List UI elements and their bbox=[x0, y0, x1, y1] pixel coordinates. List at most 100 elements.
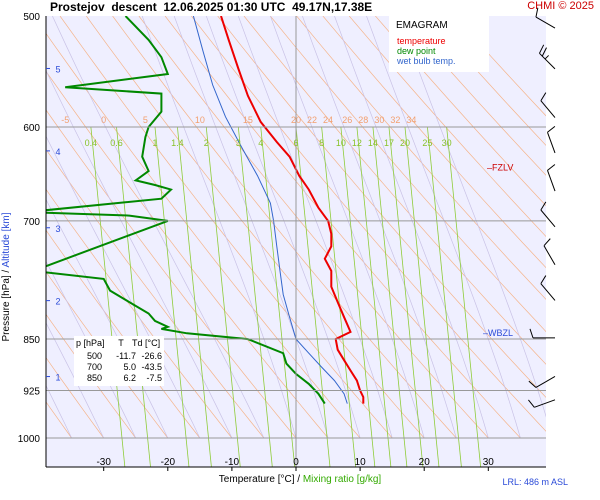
wind-barb-flag bbox=[541, 47, 547, 57]
wind-barb-staff bbox=[540, 283, 556, 301]
dry-adiabat bbox=[46, 109, 297, 439]
dew-point-line bbox=[46, 16, 326, 405]
copyright: CHMI © 2025 bbox=[527, 0, 594, 12]
mixing-ratio-label: 2 bbox=[204, 138, 209, 148]
dry-adiabat bbox=[348, 16, 546, 237]
pressure-tick-label: 925 bbox=[23, 387, 40, 398]
mixing-ratio-label: 0.6 bbox=[110, 138, 123, 148]
moist-adiabat bbox=[334, 16, 489, 439]
wet-bulb-line bbox=[192, 16, 348, 404]
x-tick-label: -20 bbox=[161, 457, 176, 468]
table-header: p [hPa] bbox=[76, 338, 105, 348]
mixing-ratio-label: 25 bbox=[422, 138, 432, 148]
table-cell: 500 bbox=[86, 351, 102, 361]
moist-adiabat bbox=[398, 16, 546, 418]
x-tick-label: 0 bbox=[293, 457, 299, 468]
table-row: 700 5.0 -43.5 bbox=[74, 362, 164, 373]
altitude-tick-label: 5 bbox=[55, 64, 60, 74]
mixing-ratio-line bbox=[321, 126, 357, 467]
wind-barb-staff bbox=[543, 245, 556, 266]
wind-barb-staff bbox=[534, 399, 556, 408]
chart-title: Prostejov descent 12.06.2025 01:30 UTC 4… bbox=[50, 0, 373, 14]
dry-adiabat-label: 22 bbox=[307, 115, 317, 125]
mixing-ratio-label: 1.4 bbox=[171, 138, 184, 148]
dry-adiabat bbox=[454, 16, 546, 117]
mixing-ratio-label: 12 bbox=[352, 138, 362, 148]
mixing-ratio-line bbox=[90, 126, 126, 467]
dry-adiabat bbox=[375, 16, 546, 207]
wind-barb bbox=[547, 164, 556, 192]
mixing-ratio-line bbox=[177, 126, 212, 467]
wind-barb bbox=[540, 275, 556, 301]
plot-layer bbox=[46, 16, 546, 467]
y-axis-label: Pressure [hPa] / Altitude [km] bbox=[1, 177, 15, 377]
dry-adiabat bbox=[46, 32, 361, 439]
mixing-ratio-label: 14 bbox=[368, 138, 378, 148]
mixing-ratio-label: 4 bbox=[258, 138, 263, 148]
x-axis-label-temperature: Temperature [°C] / bbox=[218, 474, 301, 485]
fzlv-label: –FZLV bbox=[487, 162, 513, 172]
legend-wet-bulb: wet bulb temp. bbox=[397, 56, 456, 66]
legend-title: EMAGRAM bbox=[396, 20, 448, 31]
dry-adiabat-label: 5 bbox=[143, 115, 148, 125]
pressure-tick-label: 700 bbox=[23, 217, 40, 228]
mixing-ratio-label: 30 bbox=[442, 138, 452, 148]
mixing-ratio-label: 17 bbox=[384, 138, 394, 148]
x-tick-label: 10 bbox=[355, 457, 367, 468]
y-axis-label-pressure: Pressure [hPa] / bbox=[1, 269, 12, 342]
dry-adiabat bbox=[59, 16, 393, 439]
wind-barb-flag bbox=[535, 7, 539, 18]
mixing-ratio-label: 0.4 bbox=[85, 138, 98, 148]
table-header: T bbox=[118, 338, 124, 348]
dry-adiabat bbox=[46, 148, 265, 439]
moist-adiabat bbox=[270, 16, 425, 439]
dry-adiabat bbox=[86, 16, 425, 439]
dry-adiabat bbox=[46, 357, 104, 439]
wind-barb bbox=[540, 201, 556, 228]
wind-barb bbox=[529, 328, 555, 339]
moist-adiabat bbox=[52, 16, 265, 439]
wind-barb bbox=[547, 126, 556, 154]
moist-adiabat bbox=[46, 69, 233, 439]
dry-adiabat bbox=[112, 16, 457, 439]
mixing-ratio-line bbox=[154, 126, 190, 467]
x-tick-label: -30 bbox=[96, 457, 111, 468]
pressure-tick-label: 600 bbox=[23, 123, 40, 134]
mixing-ratio-label: 10 bbox=[336, 138, 346, 148]
temperature-line bbox=[220, 16, 365, 404]
pressure-tick-label: 500 bbox=[23, 12, 40, 23]
altitude-tick-label: 4 bbox=[55, 147, 60, 157]
dry-adiabat bbox=[46, 70, 329, 439]
wind-barb bbox=[535, 7, 556, 29]
wind-barb-staff bbox=[535, 376, 556, 388]
x-tick-label: -10 bbox=[225, 457, 240, 468]
dry-adiabat-label: 34 bbox=[406, 115, 416, 125]
mixing-ratio-line bbox=[372, 126, 408, 467]
wind-barb bbox=[528, 376, 556, 388]
wind-barb-flag bbox=[538, 44, 545, 54]
dry-adiabat bbox=[401, 16, 546, 176]
moist-adiabat bbox=[205, 16, 361, 439]
dry-adiabat bbox=[427, 16, 546, 146]
table-row: 500 -11.7 -26.6 bbox=[74, 351, 164, 362]
dry-adiabat bbox=[296, 16, 546, 300]
mixing-ratio-line bbox=[404, 126, 440, 467]
dry-adiabat-label: 28 bbox=[358, 115, 368, 125]
x-tick-label: 30 bbox=[483, 457, 495, 468]
wind-barb-flag bbox=[528, 399, 535, 408]
dry-adiabat-label: 24 bbox=[323, 115, 333, 125]
dry-adiabat-label: 20 bbox=[291, 115, 301, 125]
table-cell: 5.0 bbox=[123, 362, 136, 372]
dry-adiabat bbox=[191, 16, 546, 432]
wbzl-label: –WBZL bbox=[483, 328, 513, 338]
moist-adiabat bbox=[237, 16, 393, 439]
altitude-tick-label: 2 bbox=[55, 297, 60, 307]
y-axis-label-altitude: Altitude [km] bbox=[1, 212, 12, 268]
mixing-ratio-line bbox=[295, 126, 331, 467]
moist-adiabat bbox=[173, 16, 329, 439]
x-axis-label: Temperature [°C] / Mixing ratio [g/kg] bbox=[0, 474, 600, 485]
mixing-ratio-label: 1 bbox=[152, 138, 157, 148]
dry-adiabat-label: 30 bbox=[374, 115, 384, 125]
moist-adiabat bbox=[141, 16, 297, 439]
moist-adiabat bbox=[46, 135, 201, 439]
